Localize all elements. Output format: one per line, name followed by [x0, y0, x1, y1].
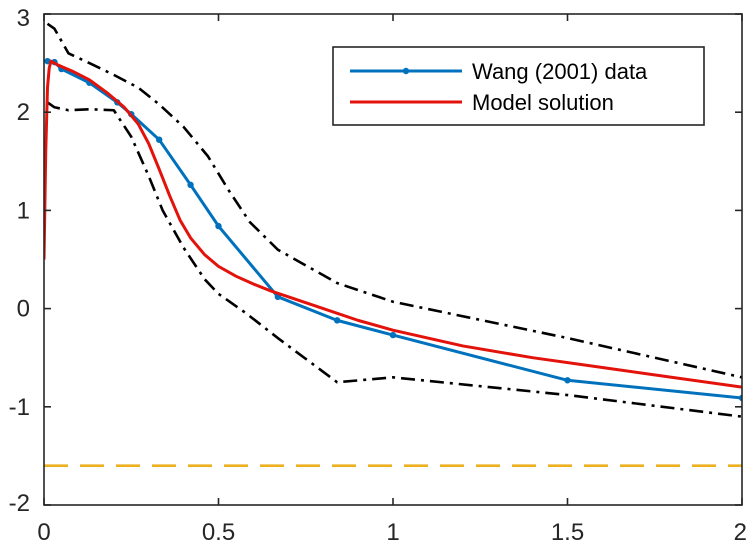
y-tick-label-2: 0	[17, 296, 30, 323]
x-tick-label-0: 0	[37, 519, 50, 546]
data-point-wang-2001-data-6	[155, 136, 163, 143]
data-point-wang-2001-data-8	[215, 222, 222, 230]
ticks: 0 0.5 1 1.5 2 -2 -1 0 1 2 3	[9, 5, 747, 546]
data-point-wang-2001-data-10	[333, 317, 341, 324]
legend-label-model-solution: Model solution	[472, 90, 614, 115]
series-line-wang-2001-data	[47, 59, 742, 400]
data-point-wang-2001-data-11	[389, 331, 397, 339]
y-tick-label-5: 3	[17, 5, 30, 32]
legend-label-wang-data: Wang (2001) data	[472, 59, 648, 84]
data-point-wang-2001-data-7	[187, 181, 194, 189]
series-layer	[44, 22, 742, 468]
series-line-lower-bound	[46, 101, 742, 418]
x-tick-label-3: 1.5	[551, 519, 584, 546]
legend-box	[332, 46, 705, 126]
x-tick-label-2: 1	[386, 519, 399, 546]
y-tick-label-4: 2	[17, 99, 30, 126]
x-tick-label-1: 0.5	[202, 519, 235, 546]
data-point-wang-2001-data-12	[564, 377, 571, 384]
y-tick-label-3: 1	[17, 197, 30, 224]
legend-marker-wang-data	[402, 67, 410, 75]
legend: Wang (2001) data Model solution	[332, 46, 705, 126]
series-line-upper-bound	[46, 22, 742, 379]
y-tick-label-1: -1	[9, 394, 30, 421]
y-tick-label-0: -2	[9, 490, 30, 517]
series-line-model-solution	[44, 59, 742, 389]
x-tick-label-4: 2	[734, 519, 747, 546]
